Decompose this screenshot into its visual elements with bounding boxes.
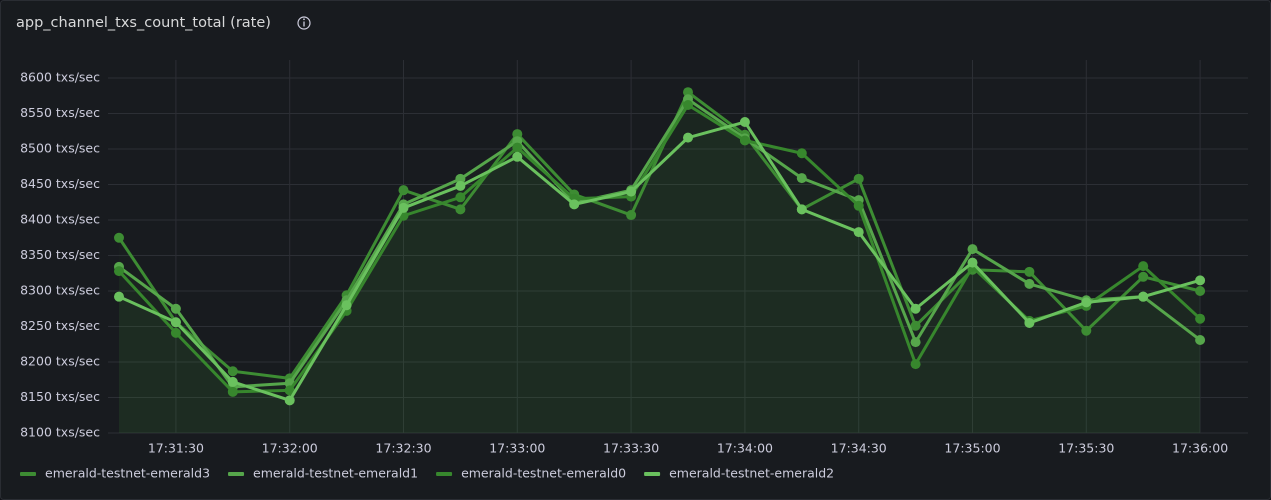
legend-label: emerald-testnet-emerald3 (45, 466, 210, 481)
legend-item: emerald-testnet-emerald2 (644, 466, 834, 481)
legend-swatch (436, 472, 453, 476)
data-point (284, 385, 295, 396)
x-tick-label: 17:31:30 (148, 441, 204, 456)
data-point (796, 173, 807, 184)
data-point (398, 185, 409, 196)
data-point (683, 99, 693, 110)
data-point (626, 186, 637, 197)
legend-swatch (228, 472, 245, 476)
data-point (455, 204, 466, 215)
y-tick-label: 8350 txs/sec (20, 247, 100, 262)
series-line (118, 120, 1201, 402)
y-tick-label: 8550 txs/sec (20, 105, 100, 120)
data-point (114, 232, 124, 243)
legend-item: emerald-testnet-emerald1 (228, 466, 418, 481)
x-tick-label: 17:35:30 (1058, 441, 1114, 456)
data-point (683, 132, 693, 143)
data-point (1138, 291, 1149, 302)
data-point (455, 192, 466, 203)
data-point (853, 173, 864, 184)
x-tick-label: 17:36:00 (1172, 441, 1228, 456)
legend-label: emerald-testnet-emerald2 (669, 466, 834, 481)
info-dot (303, 18, 305, 21)
legend-swatch (20, 472, 36, 476)
series-line (118, 97, 1202, 389)
data-point (569, 199, 580, 210)
data-point (455, 180, 466, 191)
x-tick-label: 17:33:00 (489, 441, 545, 456)
data-point (1195, 286, 1206, 296)
y-tick-label: 8600 txs/sec (20, 70, 100, 85)
data-point (512, 151, 523, 162)
series-area (119, 104, 1201, 433)
x-tick-label: 17:33:30 (603, 441, 659, 456)
data-point (683, 87, 693, 98)
x-tick-label: 17:32:30 (375, 441, 431, 456)
data-point (227, 386, 238, 397)
data-point (227, 366, 238, 377)
data-point (739, 135, 750, 146)
data-point (626, 210, 637, 221)
x-tick-label: 17:35:00 (944, 441, 1000, 456)
data-point (1024, 317, 1035, 328)
data-point (170, 317, 181, 328)
y-tick-label: 8100 txs/sec (20, 425, 100, 440)
y-tick-label: 8250 txs/sec (20, 318, 100, 333)
data-point (341, 300, 352, 311)
y-tick-label: 8300 txs/sec (20, 283, 100, 298)
data-point (1195, 313, 1206, 324)
legend-label: emerald-testnet-emerald0 (461, 466, 626, 481)
info-icon[interactable] (297, 16, 311, 30)
data-point (853, 200, 864, 211)
data-point (1081, 325, 1092, 336)
series-area (119, 99, 1201, 434)
data-point (796, 204, 807, 215)
info-circle (297, 16, 311, 30)
y-tick-label: 8500 txs/sec (20, 141, 100, 156)
y-tick-label: 8150 txs/sec (20, 389, 100, 404)
series-area (119, 92, 1201, 433)
data-point (227, 376, 238, 387)
data-point (1195, 334, 1206, 345)
data-point (910, 303, 921, 314)
data-point (398, 202, 409, 213)
legend-swatch (644, 472, 661, 476)
data-point (284, 395, 295, 406)
y-tick-label: 8400 txs/sec (20, 212, 100, 227)
legend-item: emerald-testnet-emerald0 (436, 466, 626, 481)
legend-item: emerald-testnet-emerald3 (20, 466, 210, 481)
data-point (853, 227, 864, 238)
data-point (1024, 278, 1035, 289)
data-point (1081, 297, 1092, 308)
data-point (455, 173, 466, 184)
x-tick-label: 17:32:00 (262, 441, 318, 456)
data-point (967, 244, 978, 255)
data-point (967, 257, 978, 268)
data-point (1024, 266, 1035, 277)
data-point (739, 117, 750, 128)
data-point (910, 320, 921, 331)
data-point (1138, 271, 1149, 282)
y-tick-label: 8200 txs/sec (20, 354, 100, 369)
data-point (910, 359, 921, 370)
data-point (796, 148, 807, 159)
data-point (1195, 275, 1206, 286)
data-point (114, 266, 124, 277)
data-point (170, 327, 181, 338)
legend-label: emerald-testnet-emerald1 (253, 466, 418, 481)
data-point (910, 337, 921, 348)
data-point (114, 291, 124, 302)
data-point (512, 129, 523, 140)
x-tick-label: 17:34:30 (831, 441, 887, 456)
y-tick-label: 8450 txs/sec (20, 176, 100, 191)
data-point (1138, 261, 1149, 272)
series-area (119, 122, 1201, 434)
x-tick-label: 17:34:00 (717, 441, 773, 456)
panel-title: app_channel_txs_count_total (rate) (16, 15, 271, 31)
data-point (170, 303, 181, 314)
data-point (512, 142, 523, 153)
